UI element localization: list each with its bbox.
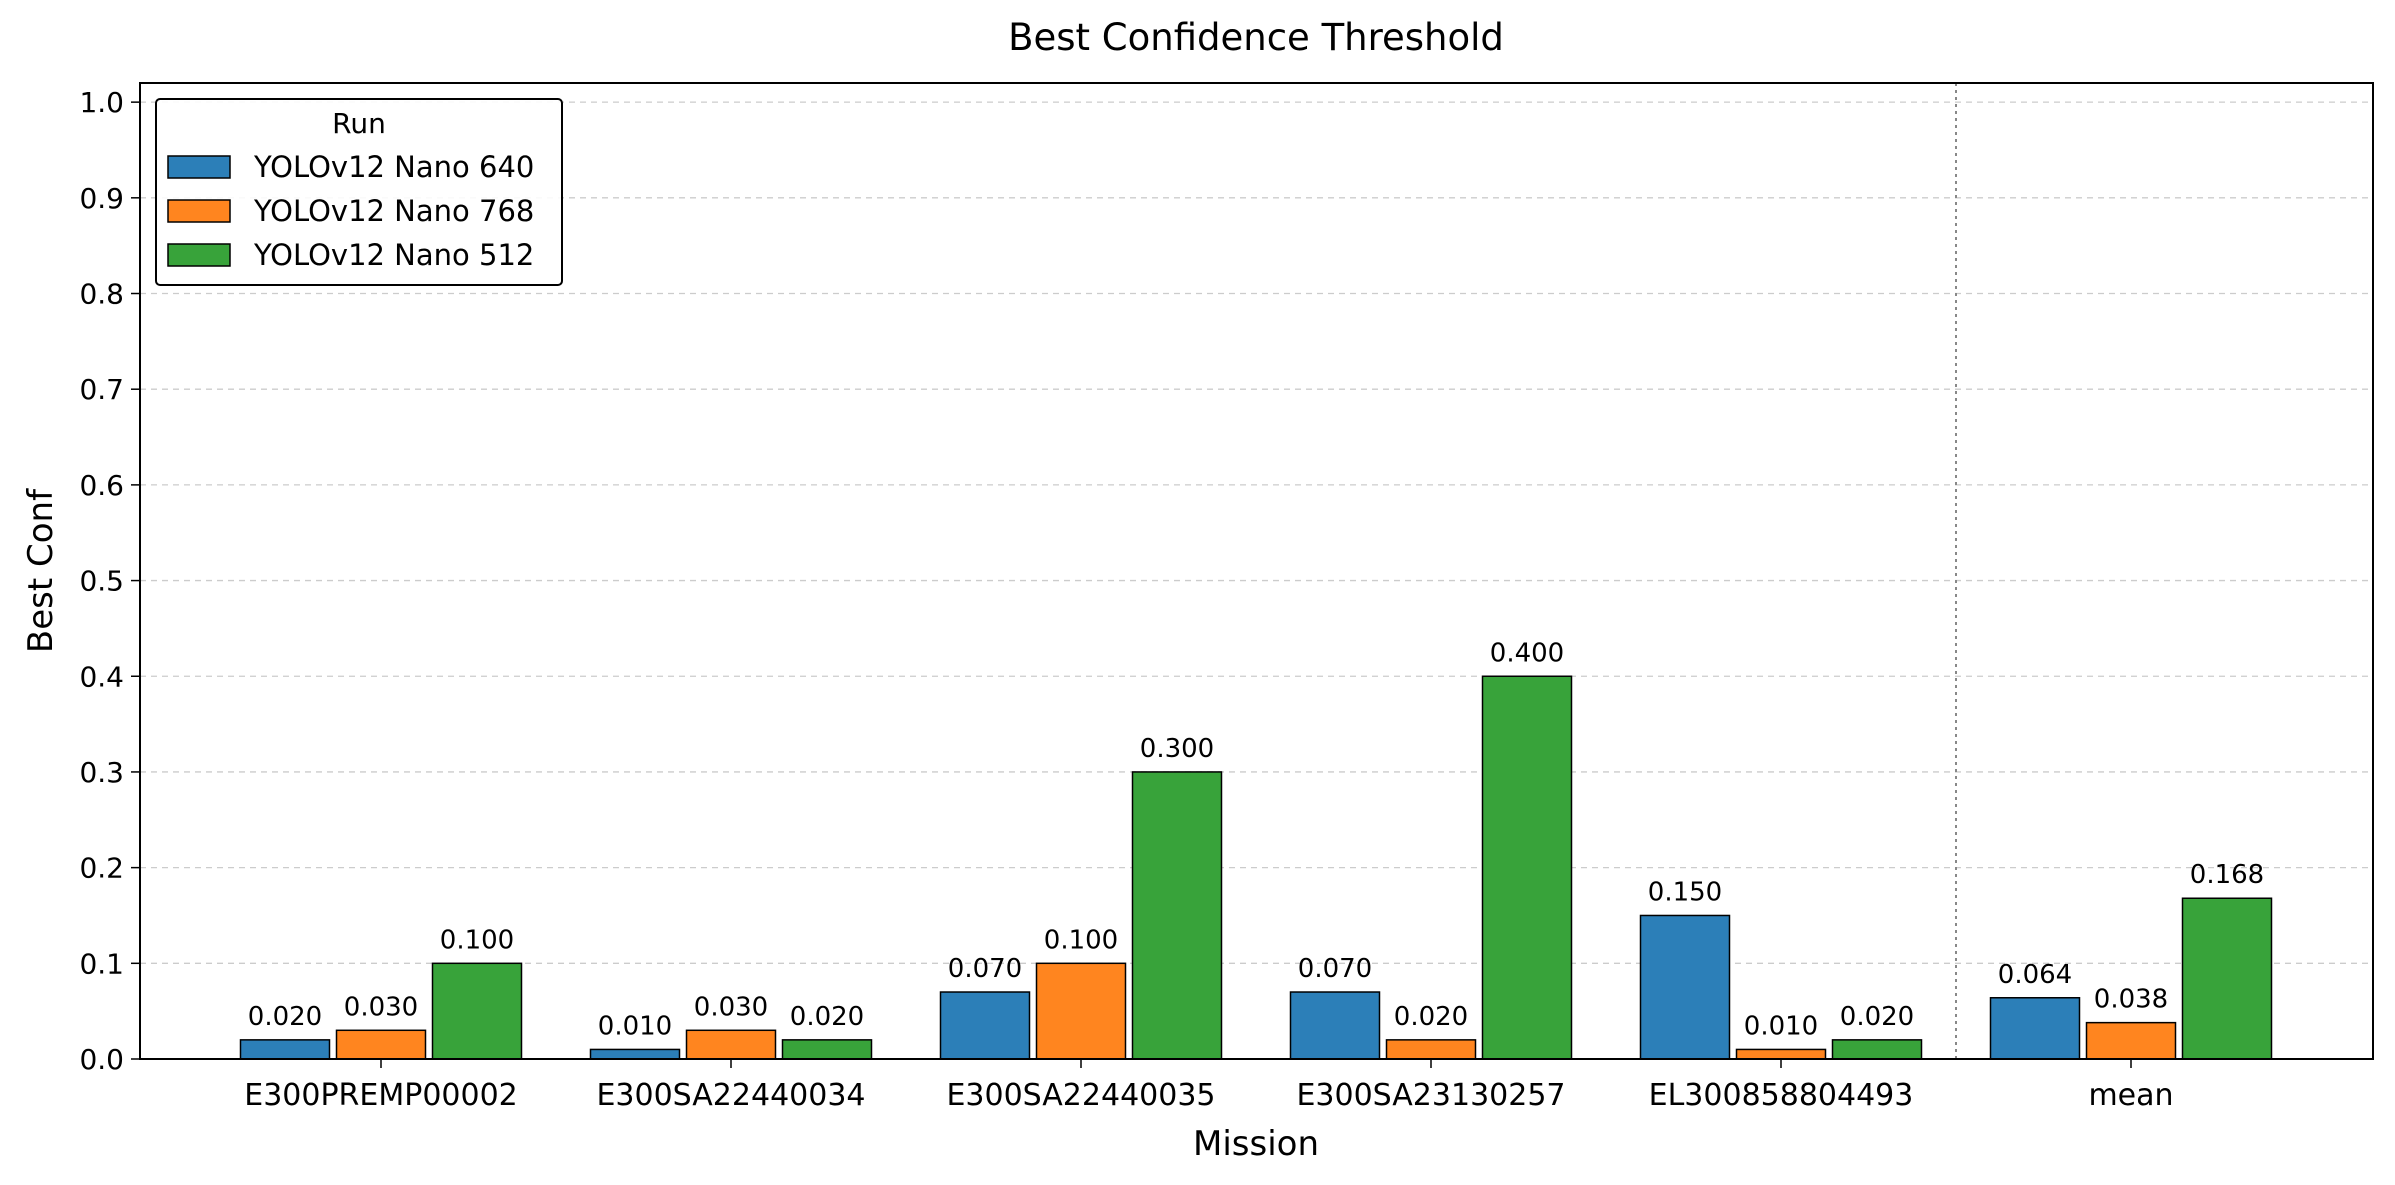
bar (781, 1039, 873, 1060)
legend-label: YOLOv12 Nano 768 (253, 194, 534, 228)
bar (1735, 1048, 1827, 1060)
bar (1639, 914, 1731, 1060)
gridlines (140, 101, 2373, 964)
x-tick-label: E300SA22440035 (946, 1078, 1215, 1113)
y-tick-label: 0.4 (79, 660, 124, 693)
bar-value-label: 0.300 (1140, 734, 1214, 764)
x-tick-label: E300SA22440034 (596, 1078, 865, 1113)
bar-value-label: 0.070 (948, 954, 1022, 984)
bar (589, 1048, 681, 1060)
bar-value-label: 0.030 (694, 992, 768, 1022)
bar-value-label: 0.038 (2094, 985, 2168, 1015)
y-tick-label: 0.6 (79, 469, 124, 502)
bar-value-label: 0.020 (1840, 1002, 1914, 1032)
bar-value-label: 0.064 (1998, 960, 2072, 990)
y-tick-label: 0.1 (79, 947, 124, 980)
x-axis-ticks: E300PREMP00002 E300SA22440034 E300SA224400… (244, 1059, 2174, 1113)
bar (939, 991, 1031, 1060)
plot-frame (139, 82, 2374, 1060)
bar-value-label: 0.100 (440, 925, 514, 955)
bar-value-label: 0.010 (598, 1011, 672, 1041)
bar-value-label: 0.150 (1648, 877, 1722, 907)
x-axis-label: Mission (1193, 1124, 1319, 1164)
y-tick-label: 0.5 (79, 565, 124, 598)
bar-value-label: 0.100 (1044, 925, 1118, 955)
bar (1385, 1039, 1477, 1060)
y-axis-label: Best Conf (21, 488, 61, 653)
legend-swatch (167, 243, 231, 267)
legend-label: YOLOv12 Nano 512 (253, 238, 534, 272)
bar-value-label: 0.030 (344, 992, 418, 1022)
legend-box (155, 98, 563, 286)
y-tick-label: 0.7 (79, 373, 124, 406)
y-tick-label: 0.2 (79, 852, 124, 885)
bar-value-label: 0.020 (1394, 1002, 1468, 1032)
legend: Run YOLOv12 Nano 640 YOLOv12 Nano 768 YOLO… (155, 98, 563, 286)
bar-value-label: 0.020 (790, 1002, 864, 1032)
x-tick-label: EL300858804493 (1649, 1078, 1914, 1113)
bar-value-labels: 0.020 0.010 0.070 0.070 0.150 0.064 0.030 0.030… (248, 638, 2264, 1041)
bar-value-label: 0.020 (248, 1002, 322, 1032)
bar-value-label: 0.010 (1744, 1011, 1818, 1041)
x-tick-label: mean (2088, 1078, 2173, 1113)
bar-value-label: 0.168 (2190, 860, 2264, 890)
bar (685, 1029, 777, 1060)
chart-title: Best Confidence Threshold (1008, 16, 1504, 59)
bar (239, 1039, 331, 1060)
x-tick-label: E300PREMP00002 (244, 1078, 518, 1113)
legend-swatch (167, 199, 231, 223)
x-tick-label: E300SA23130257 (1296, 1078, 1565, 1113)
y-tick-label: 0.0 (79, 1043, 124, 1076)
bar-value-label: 0.070 (1298, 954, 1372, 984)
bar (335, 1029, 427, 1060)
bar-value-label: 0.400 (1490, 638, 1564, 668)
y-tick-label: 0.3 (79, 756, 124, 789)
y-tick-label: 1.0 (79, 86, 124, 119)
bar (1131, 771, 1223, 1060)
legend-swatch (167, 155, 231, 179)
y-tick-label: 0.8 (79, 278, 124, 311)
bar (2181, 897, 2273, 1060)
legend-title: Run (332, 107, 386, 140)
bar (431, 962, 523, 1060)
y-axis-ticks: 0.0 0.1 0.2 0.3 0.4 0.5 0.6 0.7 0.8 0.9 1.0 (79, 86, 140, 1076)
legend-label: YOLOv12 Nano 640 (253, 150, 534, 184)
bar (2085, 1021, 2177, 1060)
bar (1831, 1039, 1923, 1060)
bars (239, 675, 2273, 1060)
y-tick-label: 0.9 (79, 182, 124, 215)
bar (1289, 991, 1381, 1060)
bar (1035, 962, 1127, 1060)
bar (1481, 675, 1573, 1060)
bar (1989, 997, 2081, 1060)
